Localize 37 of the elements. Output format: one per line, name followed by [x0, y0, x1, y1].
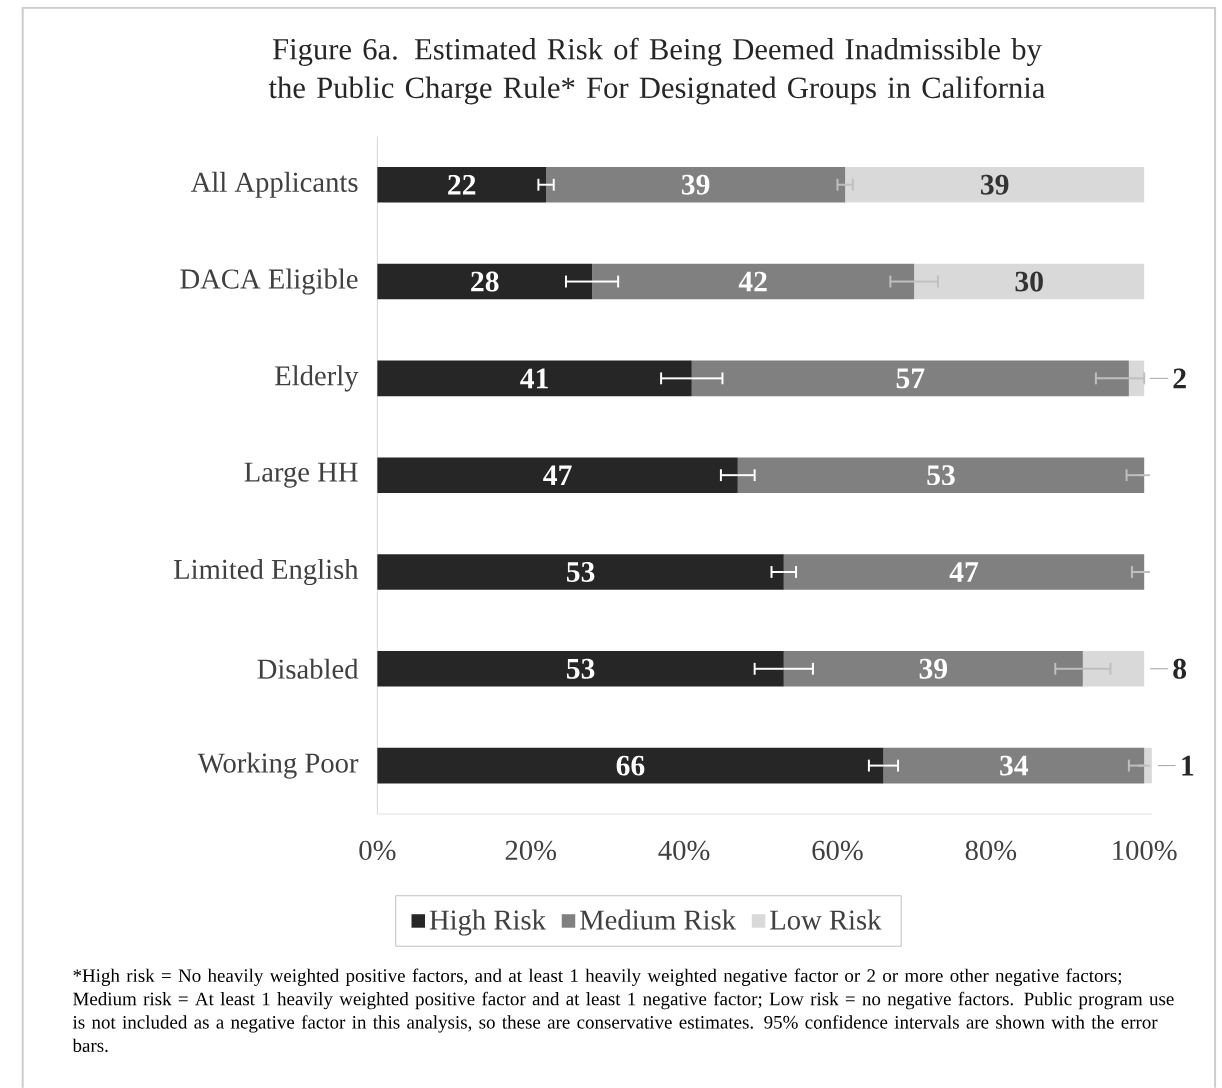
data-label: 53: [566, 562, 595, 583]
y-tick-label: DACA Eligible: [180, 268, 358, 295]
data-label: 57: [896, 368, 925, 389]
x-tick-label: 0%: [359, 840, 396, 861]
legend-label: High Risk: [429, 909, 546, 936]
y-tick-label: Limited English: [173, 559, 359, 586]
data-label: 1: [1182, 756, 1194, 776]
data-label: 34: [1000, 755, 1029, 776]
chart-title: Figure 6a. Estimated Risk of Being Deemed Inadmissible by the Public Charge Rule* For Designated Groups in California: [268, 37, 1045, 105]
x-tick-label: 60%: [812, 840, 863, 861]
legend-label: Medium Risk: [580, 909, 737, 930]
data-label: 53: [927, 465, 955, 486]
text: *High risk = No heavily weighted positive factors, and at least 1 heavily weighted negative factor or 2 or more other negative factors; Medium risk = At least 1 heavily weighted positive factor and at least 1 negative factor; Low risk = no negative factors. Public program use is not included as a negative factor in this analysis, so these are conservative estimates. 95% confidence intervals are shown with the error bars.: [72, 968, 1174, 1053]
data-label: 2: [1173, 368, 1186, 389]
data-label: 39: [681, 174, 710, 195]
data-label: 41: [520, 368, 548, 389]
data-label: 42: [738, 271, 767, 292]
y-tick-label: Elderly: [275, 365, 359, 392]
x-tick-label: 80%: [965, 840, 1017, 861]
data-label: 39: [980, 174, 1009, 195]
y-tick-label: Working Poor: [197, 752, 359, 779]
y-tick-label: Disabled: [257, 658, 359, 680]
data-label: 28: [471, 271, 499, 292]
data-label: 66: [616, 755, 645, 776]
data-label: 30: [1015, 271, 1043, 292]
data-label: 8: [1173, 658, 1187, 679]
data-label: 53: [566, 659, 595, 679]
data-label: 47: [543, 465, 572, 486]
x-tick-label: 40%: [658, 840, 710, 861]
x-tick-label: 100%: [1113, 840, 1177, 861]
data-label: 39: [919, 659, 948, 679]
x-tick-label: 20%: [505, 840, 557, 861]
y-tick-label: Large HH: [244, 462, 358, 488]
legend-label: Low Risk: [770, 909, 882, 930]
data-label: 47: [949, 562, 979, 582]
data-label: 22: [448, 175, 476, 195]
y-tick-label: All Applicants: [190, 171, 358, 198]
